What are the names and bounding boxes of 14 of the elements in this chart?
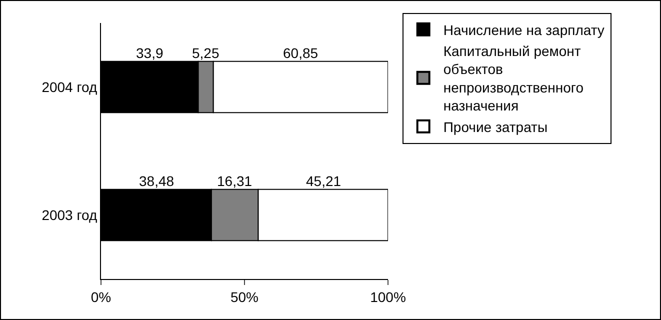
data-label: 5,25	[192, 45, 220, 61]
y-tick-label: 2003 год	[42, 206, 98, 223]
legend-label: Начисление на зарплату	[443, 22, 604, 38]
data-label: 38,48	[139, 173, 174, 189]
data-label: 16,31	[217, 173, 252, 189]
legend-label: Прочие затраты	[443, 118, 548, 135]
data-label: 45,21	[306, 173, 342, 189]
x-tick-label: 0%	[90, 288, 112, 305]
data-label: 60,85	[283, 45, 318, 61]
legend-label: Капитальный ремонт объектов непроизводственного назначения	[443, 43, 584, 114]
data-label: 33,9	[136, 45, 164, 61]
x-tick-label: 100%	[370, 288, 406, 305]
y-tick-label: 2004 год	[42, 78, 98, 95]
x-tick-label: 50%	[230, 288, 259, 305]
